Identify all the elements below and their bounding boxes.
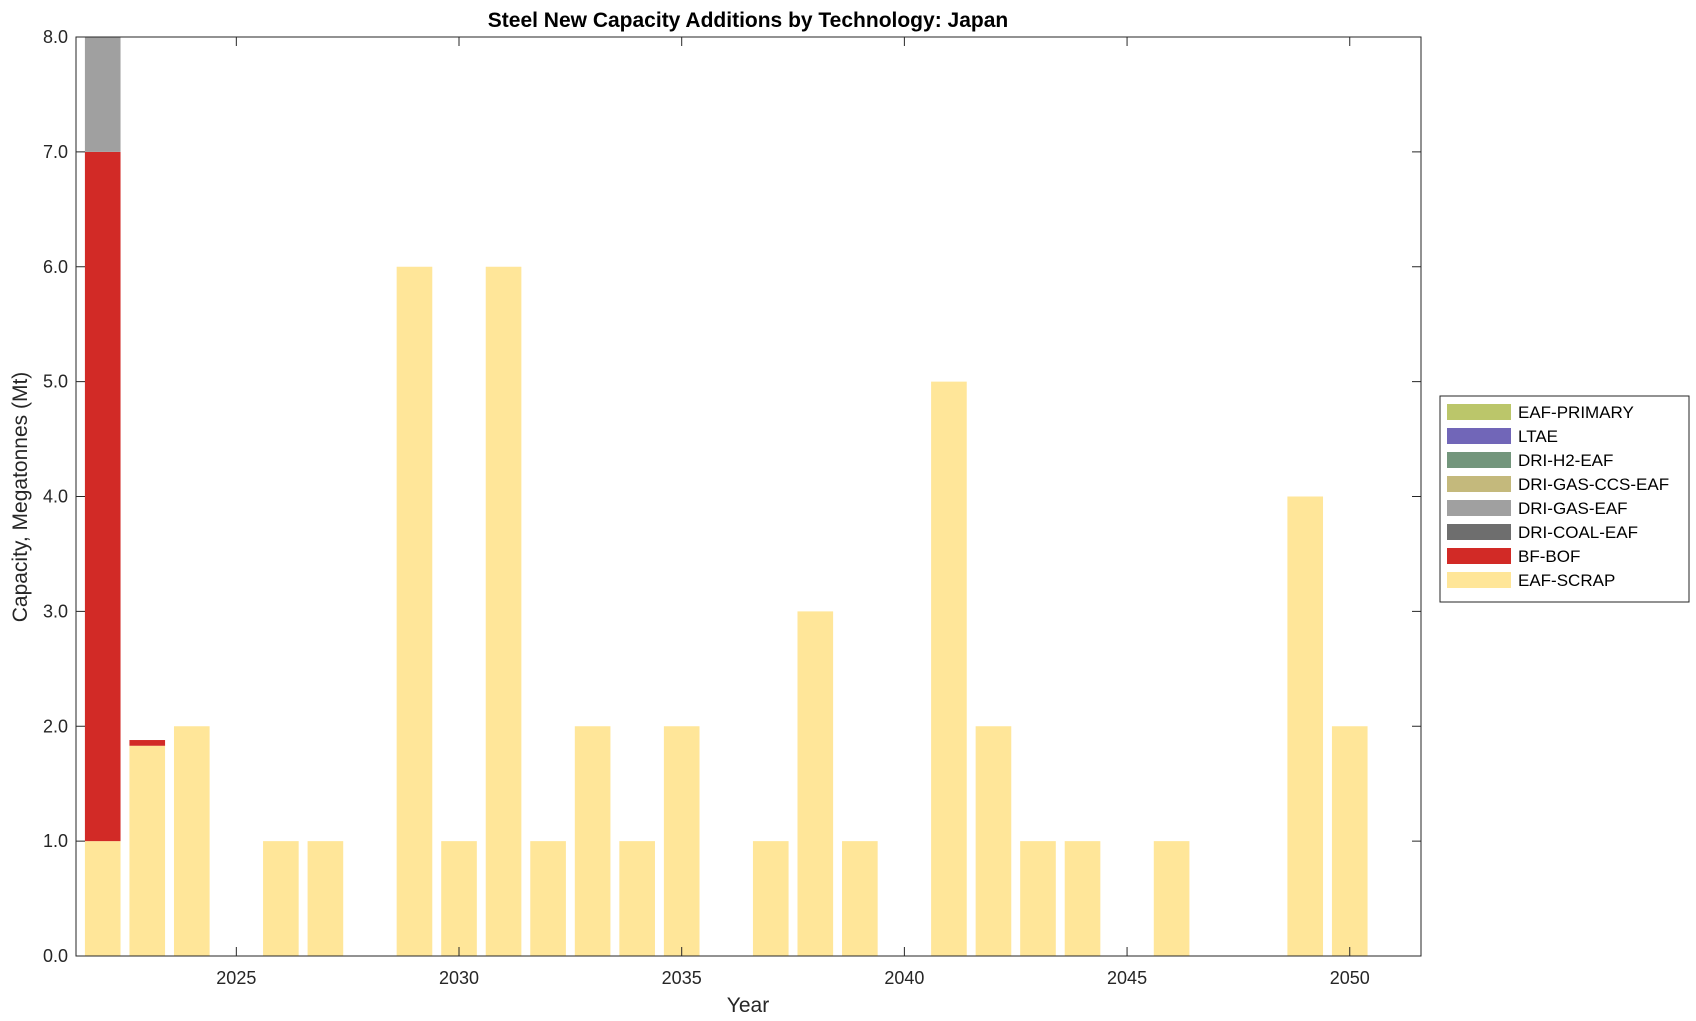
bar-eaf-scrap-2026 — [263, 841, 299, 957]
legend-swatch-dri-h2-eaf — [1447, 452, 1511, 468]
bar-eaf-scrap-2027 — [307, 841, 344, 957]
legend-label-dri-h2-eaf: DRI-H2-EAF — [1518, 451, 1613, 470]
y-tick-label-8: 8.0 — [43, 27, 68, 47]
bar-eaf-scrap-2034 — [619, 841, 655, 957]
y-tick-label-2: 2.0 — [43, 716, 68, 736]
legend-swatch-dri-coal-eaf — [1447, 524, 1511, 540]
x-tick-label-2045: 2045 — [1107, 968, 1147, 988]
bar-eaf-scrap-2043 — [1020, 841, 1056, 957]
legend-swatch-dri-gas-eaf — [1447, 500, 1511, 516]
y-tick-label-5: 5.0 — [43, 372, 68, 392]
x-tick-label-2025: 2025 — [216, 968, 256, 988]
tick-labels: 2025 2030 2035 2040 2045 2050 0.0 1.0 2.0 3.0 4.0 5… — [43, 27, 1370, 988]
y-tick-label-3: 3.0 — [43, 601, 68, 621]
bar-eaf-scrap-2023 — [129, 745, 166, 956]
legend-label-ltae: LTAE — [1518, 427, 1558, 446]
x-axis-label: Year — [727, 994, 769, 1017]
bar-eaf-scrap-2032 — [530, 841, 566, 957]
legend-swatch-ltae — [1447, 428, 1511, 444]
bar-eaf-scrap-2050 — [1331, 726, 1368, 956]
bar-eaf-scrap-2024 — [173, 726, 210, 956]
y-tick-label-0: 0.0 — [43, 946, 68, 966]
bar-eaf-scrap-2037 — [752, 841, 789, 957]
legend-label-dri-gas-ccs-eaf: DRI-GAS-CCS-EAF — [1518, 475, 1669, 494]
bar-eaf-scrap-2022 — [84, 841, 121, 957]
legend-label-eaf-primary: EAF-PRIMARY — [1518, 403, 1634, 422]
legend-swatch-eaf-primary — [1447, 404, 1511, 420]
bar-eaf-scrap-2030 — [441, 841, 477, 957]
x-tick-label-2040: 2040 — [884, 968, 924, 988]
y-tick-label-4: 4.0 — [43, 487, 68, 507]
plot-area-frame — [75, 36, 1422, 957]
y-tick-label-1: 1.0 — [43, 831, 68, 851]
legend-swatch-eaf-scrap — [1447, 572, 1511, 588]
y-tick-label-7: 7.0 — [43, 142, 68, 162]
x-tick-label-2050: 2050 — [1330, 968, 1370, 988]
bar-eaf-scrap-2039 — [842, 841, 878, 957]
bar-eaf-scrap-2049 — [1287, 496, 1324, 956]
chart-title: Steel New Capacity Additions by Technolo… — [488, 9, 1008, 32]
x-tick-label-2030: 2030 — [439, 968, 479, 988]
bar-eaf-scrap-2038 — [797, 611, 834, 957]
bar-eaf-scrap-2044 — [1064, 841, 1101, 957]
bar-eaf-scrap-2041 — [931, 381, 967, 957]
bar-eaf-scrap-2033 — [574, 726, 611, 956]
bar-eaf-scrap-2046 — [1153, 841, 1190, 957]
x-tick-label-2035: 2035 — [662, 968, 702, 988]
bar-bf-bof-2022 — [84, 151, 121, 842]
y-axis-label: Capacity, Megatonnes (Mt) — [9, 372, 32, 623]
bar-eaf-scrap-2035 — [663, 726, 700, 956]
legend-label-dri-gas-eaf: DRI-GAS-EAF — [1518, 499, 1628, 518]
bars-layer — [84, 37, 1368, 957]
bar-eaf-scrap-2031 — [485, 266, 522, 956]
axis-ticks — [76, 36, 1421, 957]
legend-swatch-dri-gas-ccs-eaf — [1447, 476, 1511, 492]
bar-eaf-scrap-2029 — [396, 266, 433, 956]
y-tick-label-6: 6.0 — [43, 257, 68, 277]
legend-label-bf-bof: BF-BOF — [1518, 547, 1580, 566]
bar-dri-gas-eaf-2022 — [84, 37, 121, 152]
legend-swatch-bf-bof — [1447, 548, 1511, 564]
bar-eaf-scrap-2042 — [975, 726, 1012, 956]
legend-label-eaf-scrap: EAF-SCRAP — [1518, 571, 1615, 590]
bar-bf-bof-2023 — [129, 740, 166, 746]
legend: EAF-PRIMARY LTAE DRI-H2-EAF DRI-GAS-CCS-EAF… — [1439, 395, 1690, 603]
legend-label-dri-coal-eaf: DRI-COAL-EAF — [1518, 523, 1638, 542]
